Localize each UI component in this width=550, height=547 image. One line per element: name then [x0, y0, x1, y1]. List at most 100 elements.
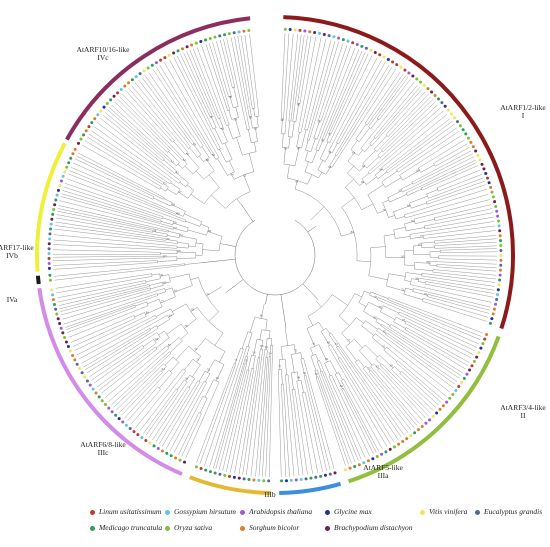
bootstrap-value: 83	[221, 127, 225, 131]
leaf-species-dot	[178, 458, 182, 462]
branch	[393, 205, 411, 213]
branch	[405, 272, 422, 275]
leaf-species-dot	[401, 439, 405, 443]
branch	[170, 182, 181, 190]
branch	[248, 153, 255, 172]
branch	[226, 38, 248, 130]
branch	[214, 128, 223, 145]
branch	[400, 183, 413, 190]
branch	[338, 357, 341, 359]
leaf-species-dot	[419, 80, 423, 84]
branch	[58, 282, 147, 303]
leaf-species-dot	[48, 237, 52, 241]
branch	[341, 332, 351, 344]
branch	[347, 152, 355, 162]
branch	[200, 223, 210, 228]
leaf-species-dot	[472, 359, 476, 363]
branch	[166, 345, 170, 349]
leaf-species-dot	[422, 83, 426, 87]
branch	[219, 351, 226, 363]
clade-class: IVb	[6, 251, 18, 260]
branch	[157, 319, 170, 328]
branch	[230, 173, 235, 180]
branch	[284, 33, 294, 134]
branch	[432, 271, 496, 280]
branch	[153, 197, 171, 207]
branch	[234, 348, 241, 364]
branch	[152, 231, 168, 235]
branch	[317, 376, 349, 465]
leaf-species-dot	[61, 331, 65, 335]
branch	[339, 315, 350, 326]
branch	[388, 297, 483, 334]
branch	[434, 241, 497, 246]
branch	[226, 124, 230, 126]
branch	[309, 42, 339, 141]
leaf-species-dot	[492, 307, 496, 311]
leaf-species-dot	[341, 38, 345, 42]
branch	[386, 121, 453, 172]
bootstrap-value: 51	[398, 189, 402, 193]
branch	[407, 188, 422, 196]
branch	[167, 337, 180, 348]
branch	[378, 297, 481, 340]
leaf-species-dot	[386, 57, 390, 61]
bootstrap-value: 57	[178, 190, 182, 194]
bootstrap-value: 52	[207, 368, 211, 372]
branch	[241, 331, 249, 349]
branch	[404, 280, 412, 282]
leaf-species-dot	[498, 229, 502, 233]
branch	[404, 329, 468, 366]
leaf-species-dot	[204, 38, 208, 42]
branch	[304, 392, 323, 472]
branch	[65, 304, 135, 330]
legend-item: Gossypium hirsutum	[165, 507, 236, 516]
branch	[388, 215, 395, 218]
legend-dot	[165, 525, 170, 531]
branch	[434, 217, 436, 221]
leaf-species-dot	[172, 51, 176, 55]
leaf-species-dot	[47, 266, 51, 270]
branch	[228, 160, 235, 172]
branch	[82, 144, 160, 190]
leaf-species-dot	[102, 105, 106, 109]
branch	[64, 183, 164, 217]
branch	[297, 35, 308, 104]
branch	[376, 96, 431, 152]
branch	[185, 382, 220, 459]
branch	[385, 273, 390, 286]
branch	[62, 288, 165, 320]
branch	[434, 208, 493, 221]
branch	[141, 77, 193, 145]
branch	[119, 96, 183, 161]
branch	[370, 291, 389, 299]
branch	[163, 159, 177, 172]
bootstrap-value: 69	[325, 357, 329, 361]
clade-stem	[240, 203, 254, 222]
branch	[367, 184, 384, 195]
leaf-species-dot	[48, 278, 52, 282]
bootstrap-value: 68	[178, 249, 182, 253]
branch	[122, 93, 184, 159]
branch	[207, 359, 215, 373]
branch	[427, 294, 491, 311]
branch	[184, 318, 197, 329]
leaf-species-dot	[353, 464, 357, 468]
branch	[173, 57, 221, 149]
branch	[204, 379, 214, 398]
branch	[166, 323, 182, 335]
branch	[167, 235, 180, 238]
branch	[236, 137, 243, 156]
leaf-species-dot	[461, 128, 465, 132]
branch	[196, 362, 235, 463]
branch	[196, 356, 202, 363]
branch	[288, 136, 293, 138]
branch	[217, 158, 228, 176]
branch	[175, 346, 189, 360]
branch	[436, 266, 497, 272]
branch	[434, 235, 497, 242]
branch	[155, 387, 191, 443]
leaf-species-dot	[97, 395, 101, 399]
leaf-species-dot	[424, 421, 428, 425]
